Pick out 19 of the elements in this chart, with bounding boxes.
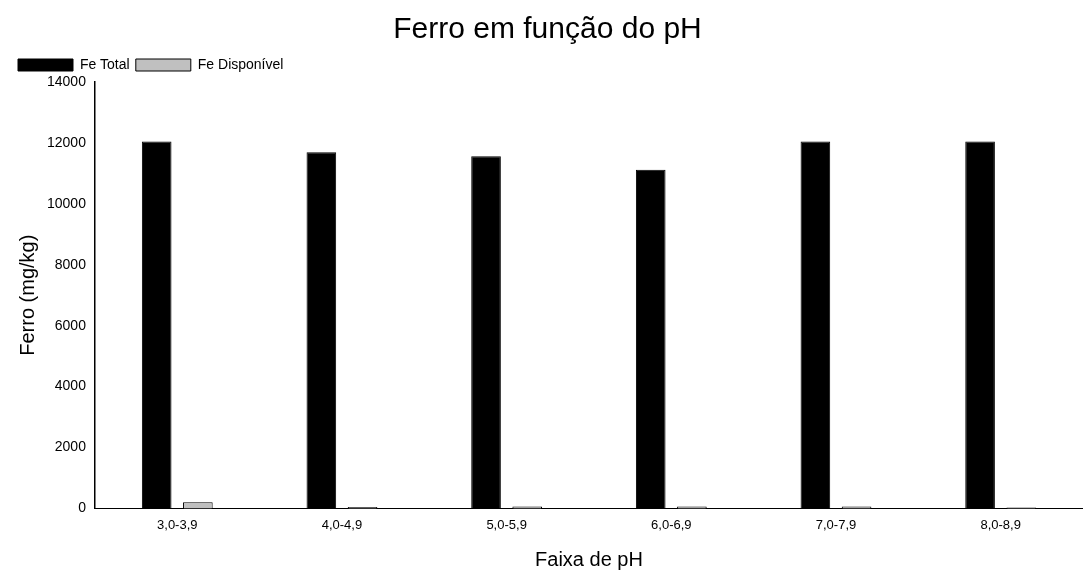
y-tick-label: 0 <box>78 499 87 516</box>
x-tick-label: 4,0-4,9 <box>321 516 363 532</box>
y-tick-label: 2000 <box>54 438 87 455</box>
x-tick-label: 3,0-3,9 <box>157 516 198 532</box>
y-tick-label: 6000 <box>54 316 87 333</box>
x-tick-label: 5,0-5,9 <box>486 516 527 532</box>
y-tick-label: 14000 <box>46 72 87 89</box>
y-axis-title: Ferro (mg/kg) <box>15 234 38 356</box>
y-tick-label: 8000 <box>54 255 87 272</box>
x-tick-label: 7,0-7,9 <box>815 516 857 532</box>
x-tick-label: 8,0-8,9 <box>980 516 1021 532</box>
legend-label: Fe Disponível <box>197 55 284 72</box>
x-axis-title: Faixa de pH <box>535 547 643 570</box>
y-tick-label: 10000 <box>46 194 87 211</box>
x-tick-label: 6,0-6,9 <box>651 516 692 532</box>
y-tick-label: 12000 <box>46 133 87 150</box>
chart-title: Ferro em função do pH <box>393 11 702 45</box>
legend-label: Fe Total <box>80 55 130 72</box>
y-tick-label: 4000 <box>54 377 87 394</box>
